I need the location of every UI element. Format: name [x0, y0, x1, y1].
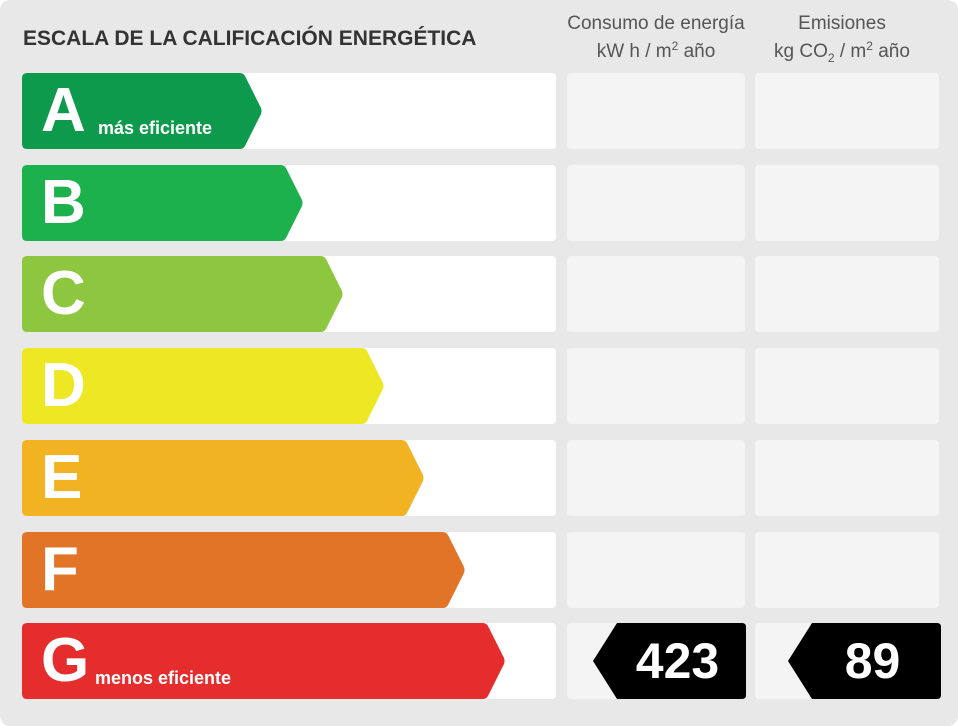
grade-note: más eficiente: [98, 118, 213, 138]
grade-arrow-shape: [22, 440, 424, 516]
consumo-header-label: Consumo de energía: [567, 13, 745, 34]
grade-letter: B: [41, 168, 86, 237]
emisiones-header-label: Emisiones: [798, 13, 886, 34]
grade-arrow: E: [22, 440, 424, 516]
emisiones-unit-text: kg CO: [774, 41, 828, 62]
emisiones-column-header: Emisiones kg CO2 / m2 año: [742, 10, 942, 66]
grade-letter: C: [41, 259, 86, 328]
consumo-column-header: Consumo de energía kW h / m2 año: [556, 10, 756, 66]
grade-arrow-shape: [22, 256, 343, 332]
consumo-header-unit: kW h / m2 año: [556, 38, 756, 66]
emisiones-rating-tag: 89: [788, 623, 941, 699]
grade-letter: F: [41, 535, 79, 604]
rating-tag-shape: [593, 623, 746, 699]
consumo-unit-tail: año: [678, 41, 716, 62]
emisiones-unit-exponent: 2: [866, 39, 873, 53]
grade-letter: D: [41, 351, 86, 420]
grade-arrow-shape: [22, 165, 303, 241]
emisiones-cell: [755, 256, 939, 332]
grade-arrow-shape: [22, 348, 384, 424]
grade-row: D: [22, 348, 940, 424]
emisiones-cell: [755, 532, 939, 608]
grade-arrow-shape: [22, 532, 465, 608]
grade-arrow: F: [22, 532, 465, 608]
consumo-rating-tag: 423: [593, 623, 746, 699]
consumo-cell: [567, 73, 745, 149]
grade-letter: E: [41, 443, 83, 512]
consumo-unit-text: kW h / m: [596, 41, 672, 62]
emisiones-header-unit: kg CO2 / m2 año: [742, 38, 942, 66]
emisiones-cell: [755, 440, 939, 516]
grade-letter: G: [41, 626, 90, 695]
consumo-value: 423: [635, 633, 720, 689]
consumo-unit-exponent: 2: [671, 39, 679, 53]
emisiones-unit-subscript: 2: [827, 51, 835, 65]
grade-arrow-shape: [22, 623, 505, 699]
emisiones-unit-mid: / m: [834, 41, 867, 62]
grade-row: F: [22, 532, 940, 608]
scale-title: ESCALA DE LA CALIFICACIÓN ENERGÉTICA: [23, 27, 477, 50]
consumo-cell: [567, 440, 745, 516]
grade-letter: A: [41, 76, 86, 145]
consumo-cell: [567, 348, 745, 424]
consumo-cell: [567, 256, 745, 332]
consumo-cell: [567, 532, 745, 608]
grade-note: menos eficiente: [95, 668, 232, 688]
emisiones-value: 89: [844, 633, 901, 689]
emisiones-cell: [755, 348, 939, 424]
grade-row: B: [22, 165, 940, 241]
grade-arrow: D: [22, 348, 384, 424]
rating-tag-shape: [788, 623, 941, 699]
emisiones-cell: [755, 73, 939, 149]
grade-arrow: B: [22, 165, 303, 241]
emisiones-unit-tail: año: [872, 41, 910, 62]
emisiones-cell: [755, 165, 939, 241]
grade-row: E: [22, 440, 940, 516]
grade-row: C: [22, 256, 940, 332]
grade-arrow: C: [22, 256, 343, 332]
consumo-cell: [567, 165, 745, 241]
grade-arrow-shape: [22, 73, 262, 149]
